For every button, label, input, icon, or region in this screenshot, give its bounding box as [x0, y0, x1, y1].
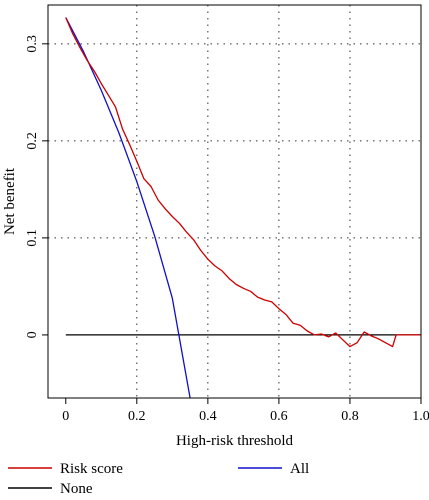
- series-line-all: [65, 17, 191, 398]
- legend: Risk score All None: [8, 461, 309, 497]
- y-axis-label: Net benefit: [2, 167, 18, 235]
- series-line-risk-score: [65, 17, 421, 348]
- grid-lines: [48, 5, 421, 398]
- x-tick-label-4: 0.8: [341, 409, 359, 424]
- legend-label-risk-score: Risk score: [60, 461, 123, 477]
- x-axis-label: High-risk threshold: [176, 433, 294, 449]
- y-tick-label-0: 0: [25, 331, 40, 338]
- y-tick-label-1: 0.1: [25, 229, 40, 247]
- legend-label-none: None: [60, 481, 93, 497]
- series-lines: [65, 17, 421, 398]
- y-tick-label-2: 0.2: [25, 132, 40, 150]
- x-tick-label-0: 0: [62, 409, 69, 424]
- y-tick-label-3: 0.3: [25, 35, 40, 53]
- legend-label-all: All: [290, 461, 309, 477]
- x-tick-label-2: 0.4: [199, 409, 217, 424]
- x-tick-label-5: 1.0: [412, 409, 429, 424]
- x-tick-label-3: 0.6: [270, 409, 288, 424]
- plot-frame: [47, 4, 422, 399]
- x-tick-label-1: 0.2: [128, 409, 146, 424]
- axes: 0 0.2 0.4 0.6 0.8 1.0 0 0.1 0.2 0.3: [25, 35, 429, 424]
